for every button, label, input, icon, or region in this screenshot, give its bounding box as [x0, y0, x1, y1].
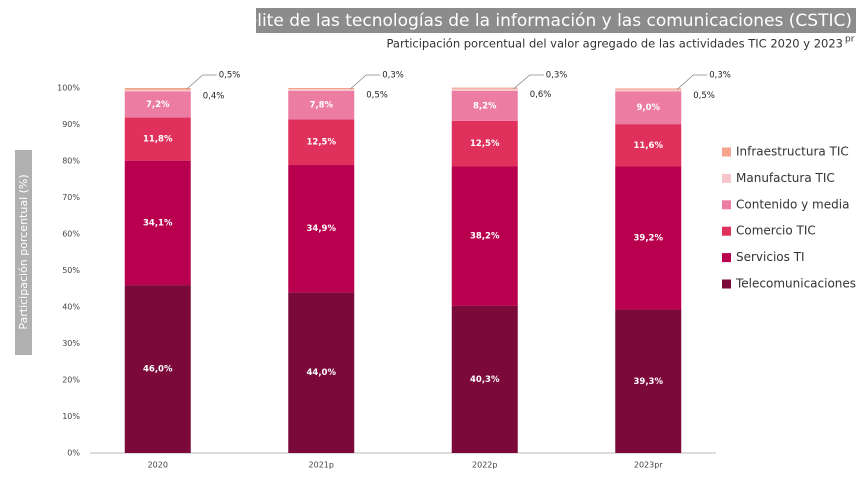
x-tick-label: 2022p: [472, 461, 497, 470]
y-tick-label: 60%: [62, 230, 80, 239]
y-label-background: [15, 150, 32, 355]
data-label: 46,0%: [143, 365, 173, 375]
x-tick-label: 2023pr: [634, 461, 663, 470]
bar-segment: [288, 89, 355, 91]
bar-segment: [615, 89, 682, 92]
y-tick-label: 70%: [62, 193, 80, 202]
legend-label: Telecomunicaciones: [735, 277, 856, 291]
data-label: 39,2%: [634, 234, 664, 244]
y-tick-label: 0%: [67, 449, 80, 458]
y-tick-label: 20%: [62, 376, 80, 385]
bar-segment: [288, 165, 355, 293]
bar-segment: [124, 160, 191, 286]
data-label: 8,2%: [473, 101, 497, 111]
bar-segment: [615, 91, 682, 125]
title-background: [256, 8, 856, 33]
leader-line: [513, 74, 544, 89]
data-label: 7,8%: [309, 101, 333, 111]
data-label: 0,3%: [382, 71, 404, 81]
data-label: 44,0%: [307, 368, 337, 378]
data-label: 0,6%: [530, 90, 552, 100]
y-tick-label: 30%: [62, 339, 80, 348]
legend-swatch: [722, 279, 731, 289]
data-label: 39,3%: [634, 377, 664, 387]
bar-segment: [451, 90, 518, 121]
y-tick-label: 80%: [62, 157, 80, 166]
chart-title: Cuenta satélite de las tecnologías de la…: [154, 11, 852, 31]
y-tick-label: 100%: [57, 84, 80, 93]
data-label: 11,8%: [143, 135, 173, 145]
data-label: 12,5%: [307, 138, 337, 148]
bar-segment: [615, 124, 682, 167]
data-label: 34,1%: [143, 218, 173, 228]
bar-segment: [124, 91, 191, 118]
legend-swatch: [722, 226, 731, 236]
legend-swatch: [722, 200, 731, 210]
leader-line: [349, 74, 381, 90]
y-tick-label: 40%: [62, 303, 80, 312]
x-tick-label: 2021p: [309, 461, 334, 470]
y-axis-label: Participación porcentual (%): [17, 174, 30, 329]
legend-swatch: [722, 173, 731, 183]
legend-swatch: [722, 253, 731, 263]
bar-segment: [124, 89, 191, 92]
bar-segment: [288, 88, 355, 90]
data-label: 9,0%: [636, 103, 660, 113]
leader-line: [186, 74, 217, 90]
data-label: 40,3%: [470, 375, 500, 385]
bar-segment: [124, 88, 191, 90]
subtitle-superscript: pr: [845, 35, 855, 45]
data-label: 0,4%: [203, 91, 225, 101]
bar-segment: [615, 309, 682, 453]
bar-segment: [451, 166, 518, 306]
data-label: 7,2%: [146, 100, 170, 110]
data-label: 34,9%: [307, 224, 337, 234]
legend-label: Infraestructura TIC: [736, 145, 849, 159]
legend-swatch: [722, 147, 731, 157]
bar-segment: [124, 117, 191, 161]
x-tick-label: 2020: [148, 461, 168, 470]
data-label: 0,5%: [219, 71, 241, 81]
legend-label: Manufactura TIC: [736, 171, 835, 185]
bar-segment: [451, 305, 518, 453]
data-label: 11,6%: [634, 141, 664, 151]
legend-label: Servicios TI: [736, 250, 805, 264]
data-label: 38,2%: [470, 232, 500, 242]
bar-segment: [451, 120, 518, 167]
data-label: 0,3%: [709, 71, 731, 81]
bar-segment: [451, 87, 518, 89]
y-tick-label: 90%: [62, 120, 80, 129]
bar-segment: [615, 88, 682, 90]
chart-subtitle: Participación porcentual del valor agreg…: [387, 37, 844, 51]
y-tick-label: 10%: [62, 412, 80, 421]
bar-segment: [288, 119, 355, 166]
y-tick-label: 50%: [62, 266, 80, 275]
bar-segment: [288, 90, 355, 120]
data-label: 12,5%: [470, 139, 500, 149]
data-label: 0,5%: [693, 91, 715, 101]
legend-label: Comercio TIC: [736, 224, 816, 238]
leader-line: [676, 74, 708, 90]
bar-segment: [615, 166, 682, 310]
bar-segment: [124, 285, 191, 453]
legend-label: Contenido y media: [736, 197, 849, 211]
data-label: 0,3%: [546, 71, 568, 81]
bar-segment: [451, 88, 518, 91]
data-label: 0,5%: [366, 91, 388, 101]
bar-segment: [288, 292, 355, 453]
